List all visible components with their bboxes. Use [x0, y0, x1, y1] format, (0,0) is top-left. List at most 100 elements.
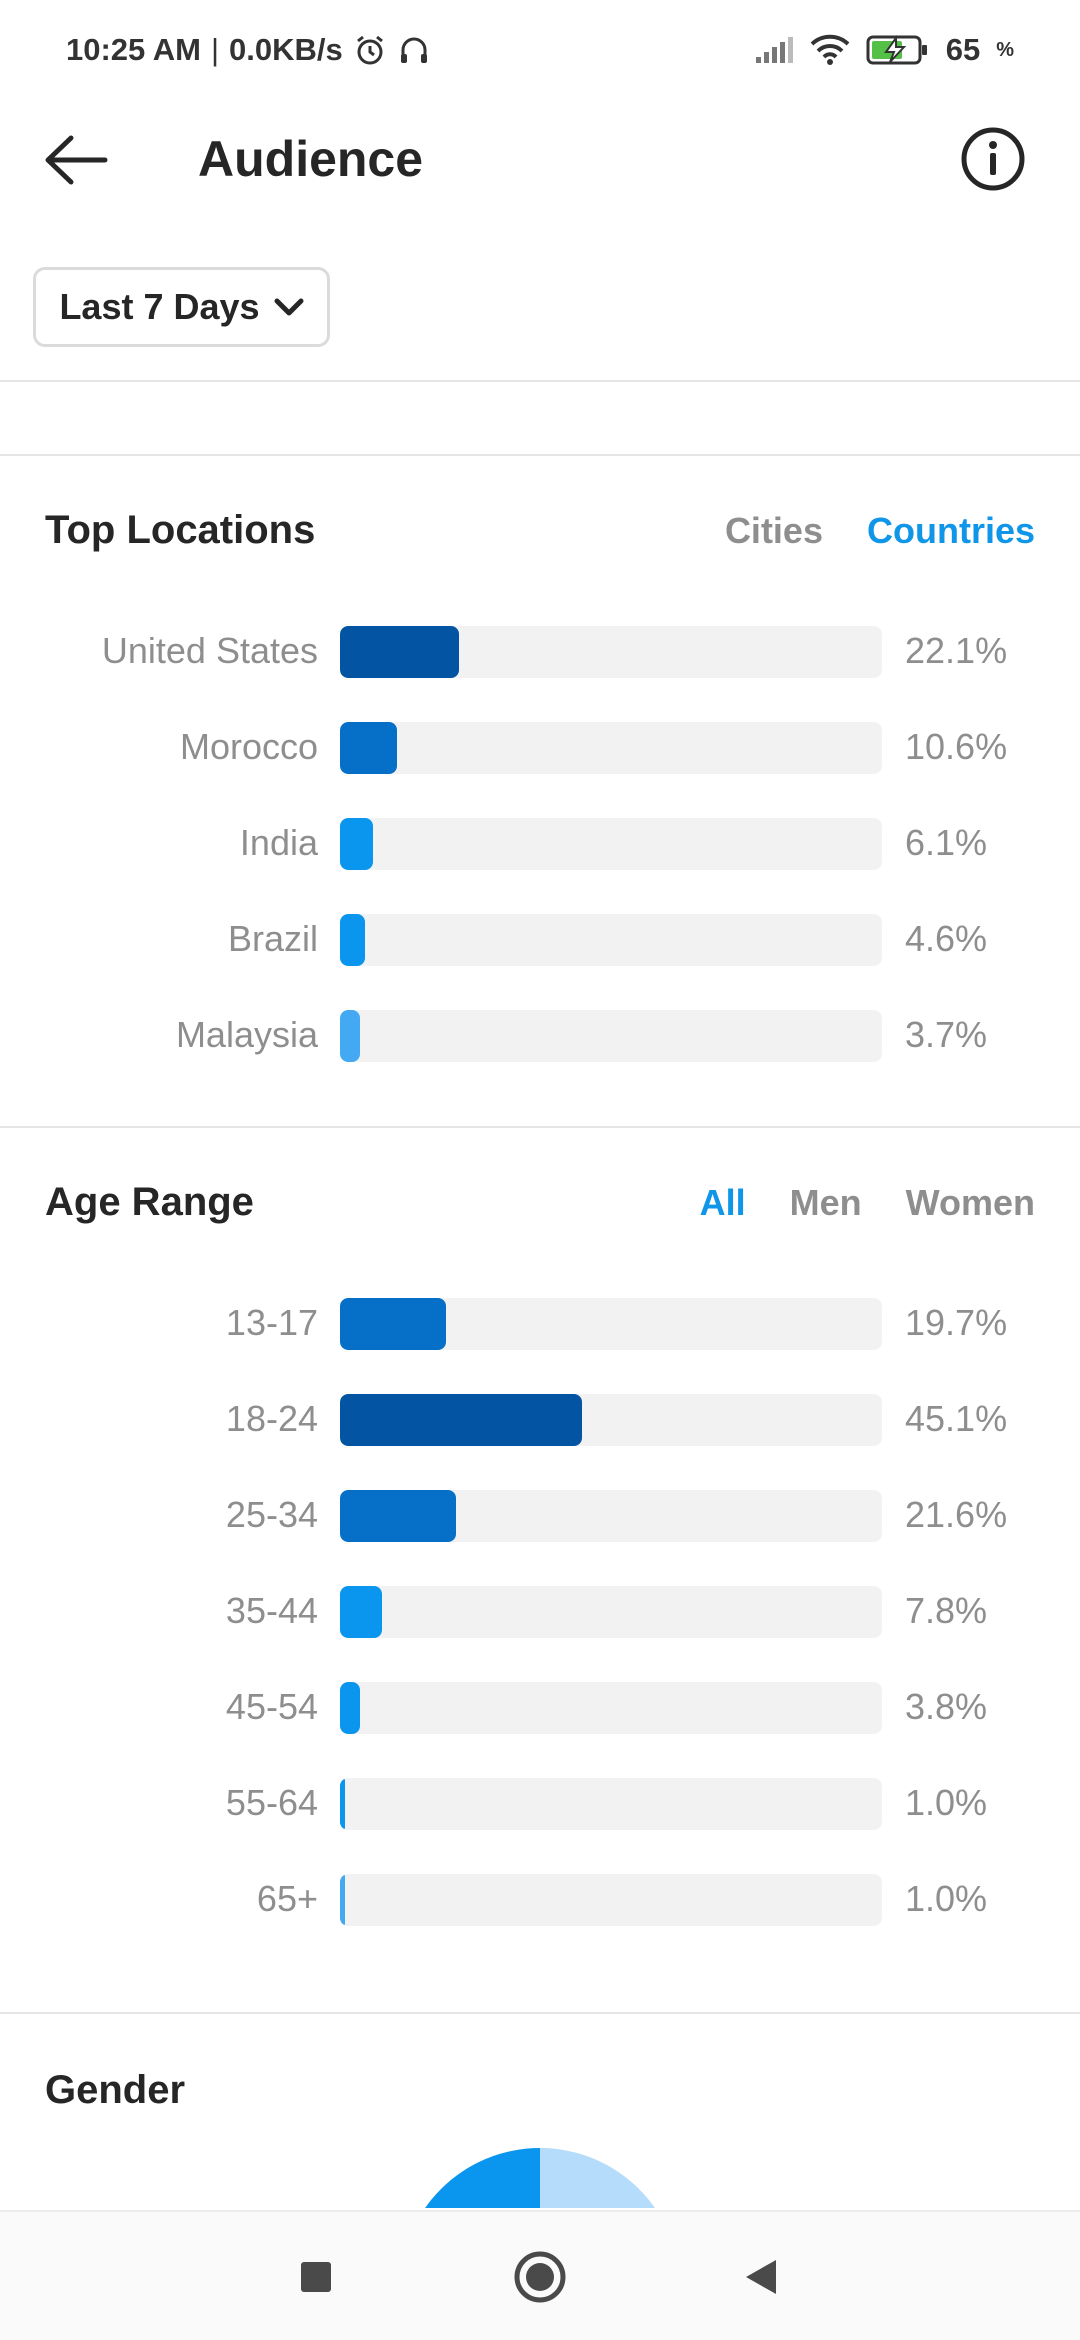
- signal-icon: [755, 37, 793, 63]
- location-bar-track: [340, 626, 882, 678]
- location-bar-track: [340, 914, 882, 966]
- location-bar-track: [340, 722, 882, 774]
- age-value: 1.0%: [905, 1782, 988, 1823]
- age-range-title: Age Range: [45, 1180, 254, 1224]
- tab-cities[interactable]: Cities: [724, 510, 823, 551]
- age-value: 21.6%: [905, 1494, 1008, 1535]
- top-locations-tabs: Cities Countries: [725, 510, 1035, 552]
- age-bar: [340, 1778, 345, 1830]
- age-bar-track: [340, 1490, 882, 1542]
- status-time: 10:25 AM: [66, 32, 201, 67]
- age-label: 13-17: [225, 1302, 318, 1343]
- location-value: 4.6%: [905, 918, 988, 959]
- location-row: Brazil 4.6%: [0, 910, 1080, 970]
- headphones-icon: [400, 37, 427, 63]
- age-bar-track: [340, 1874, 882, 1926]
- gender-segment-left: [425, 2148, 540, 2208]
- home-button[interactable]: [510, 2247, 570, 2307]
- info-circle-icon: [961, 127, 1025, 191]
- gender-donut-chart: [400, 2148, 680, 2208]
- divider: [0, 454, 1080, 456]
- age-value: 45.1%: [905, 1398, 1008, 1439]
- battery-charging-icon: [866, 34, 927, 65]
- age-bar-track: [340, 1298, 882, 1350]
- tab-women[interactable]: Women: [905, 1182, 1035, 1223]
- location-label: United States: [101, 630, 318, 671]
- age-bar: [340, 1682, 360, 1734]
- status-left: 10:25 AM | 0.0KB/s: [66, 32, 431, 68]
- system-nav-bar: [0, 2210, 1080, 2340]
- age-row: 45-54 3.8%: [0, 1678, 1080, 1738]
- tab-men[interactable]: Men: [789, 1182, 862, 1223]
- age-label: 35-44: [225, 1590, 318, 1631]
- age-label: 65+: [256, 1878, 318, 1919]
- location-label: Morocco: [179, 726, 318, 767]
- age-row: 13-17 19.7%: [0, 1294, 1080, 1354]
- recents-button[interactable]: [286, 2247, 346, 2307]
- date-range-dropdown[interactable]: Last 7 Days: [33, 267, 330, 347]
- location-row: Malaysia 3.7%: [0, 1006, 1080, 1066]
- location-value: 10.6%: [905, 726, 1008, 767]
- age-row: 55-64 1.0%: [0, 1774, 1080, 1834]
- status-right: 65 %: [754, 32, 1014, 68]
- location-bar: [340, 626, 459, 678]
- date-range-label: Last 7 Days: [59, 286, 260, 327]
- top-locations-title: Top Locations: [45, 508, 316, 552]
- age-bar: [340, 1874, 345, 1926]
- location-bar-track: [340, 818, 882, 870]
- age-bar-track: [340, 1586, 882, 1638]
- page-title: Audience: [198, 131, 424, 187]
- location-label: Brazil: [227, 918, 318, 959]
- battery-unit: %: [996, 38, 1014, 61]
- location-label: India: [239, 822, 318, 863]
- status-speed: 0.0KB/s: [229, 32, 343, 67]
- age-label: 18-24: [225, 1398, 318, 1439]
- tab-countries[interactable]: Countries: [866, 510, 1035, 551]
- status-bar: 10:25 AM | 0.0KB/s: [0, 0, 1080, 100]
- age-bar-track: [340, 1778, 882, 1830]
- triangle-back-icon: [746, 2260, 776, 2294]
- back-button[interactable]: [40, 128, 112, 192]
- alarm-icon: [356, 35, 383, 65]
- location-row: United States 22.1%: [0, 622, 1080, 682]
- age-row: 18-24 45.1%: [0, 1390, 1080, 1450]
- info-button[interactable]: [958, 124, 1028, 194]
- age-label: 55-64: [225, 1782, 318, 1823]
- location-bar: [340, 914, 365, 966]
- header: Audience: [0, 100, 1080, 220]
- age-bar: [340, 1490, 456, 1542]
- square-recents-icon: [301, 2262, 331, 2292]
- age-row: 35-44 7.8%: [0, 1582, 1080, 1642]
- gender-title: Gender: [45, 2068, 186, 2112]
- age-range-tabs: All Men Women: [700, 1182, 1035, 1224]
- location-bar: [340, 722, 397, 774]
- age-value: 7.8%: [905, 1590, 988, 1631]
- status-separator: |: [210, 32, 220, 67]
- chevron-down-icon: [274, 298, 304, 316]
- age-value: 19.7%: [905, 1302, 1008, 1343]
- gender-segment-right: [540, 2148, 655, 2208]
- age-bar: [340, 1586, 382, 1638]
- battery-level: 65: [945, 32, 981, 67]
- divider: [0, 1126, 1080, 1128]
- age-label: 45-54: [225, 1686, 318, 1727]
- location-value: 6.1%: [905, 822, 988, 863]
- divider: [0, 380, 1080, 382]
- age-value: 3.8%: [905, 1686, 988, 1727]
- location-bar: [340, 818, 373, 870]
- location-row: India 6.1%: [0, 814, 1080, 874]
- location-row: Morocco 10.6%: [0, 718, 1080, 778]
- divider: [0, 2012, 1080, 2014]
- location-value: 22.1%: [905, 630, 1008, 671]
- age-bar-track: [340, 1682, 882, 1734]
- arrow-left-icon: [45, 135, 108, 185]
- tab-all[interactable]: All: [699, 1182, 746, 1223]
- location-bar-track: [340, 1010, 882, 1062]
- wifi-icon: [810, 34, 850, 65]
- age-value: 1.0%: [905, 1878, 988, 1919]
- age-bar-track: [340, 1394, 882, 1446]
- back-nav-button[interactable]: [732, 2247, 792, 2307]
- age-bar: [340, 1394, 582, 1446]
- age-label: 25-34: [225, 1494, 318, 1535]
